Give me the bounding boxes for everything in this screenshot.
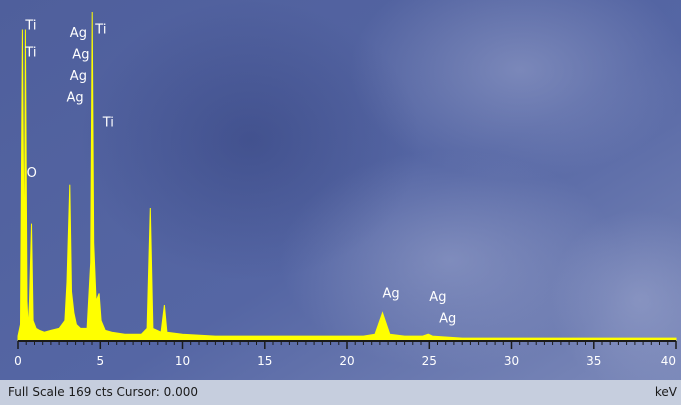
x-tick-label: 10 [175,354,190,368]
peak-label: Ag [70,69,87,84]
peak-label: Ag [439,312,456,327]
peak-label: Ag [429,290,446,305]
spectrum-series [17,11,677,341]
x-tick-label: 25 [422,354,437,368]
status-bar-background [0,380,681,405]
background-texture [350,0,681,180]
peak-label: Ag [383,286,400,301]
peak-label: Ag [70,26,87,41]
x-axis-unit-label: keV [654,385,677,399]
status-bar: Full Scale 169 cts Cursor: 0.000 keV [0,382,681,405]
x-tick-label: 20 [339,354,354,368]
x-tick-label: 15 [257,354,272,368]
peak-label: Ag [67,90,84,105]
full-scale-status: Full Scale 169 cts Cursor: 0.000 [8,385,198,399]
x-tick-label: 30 [504,354,519,368]
x-tick-label: 5 [96,354,104,368]
background-texture [80,0,420,280]
peak-label: Ag [72,48,89,63]
peak-label: Ti [24,46,36,61]
peak-label: Ti [102,116,114,131]
x-tick-label: 0 [14,354,22,368]
peak-label: Ti [24,19,36,34]
peak-label: Ti [94,22,106,37]
background-texture [550,210,681,390]
x-tick-label: 35 [586,354,601,368]
x-tick-label: 40 [661,354,676,368]
peak-label: O [27,166,37,181]
